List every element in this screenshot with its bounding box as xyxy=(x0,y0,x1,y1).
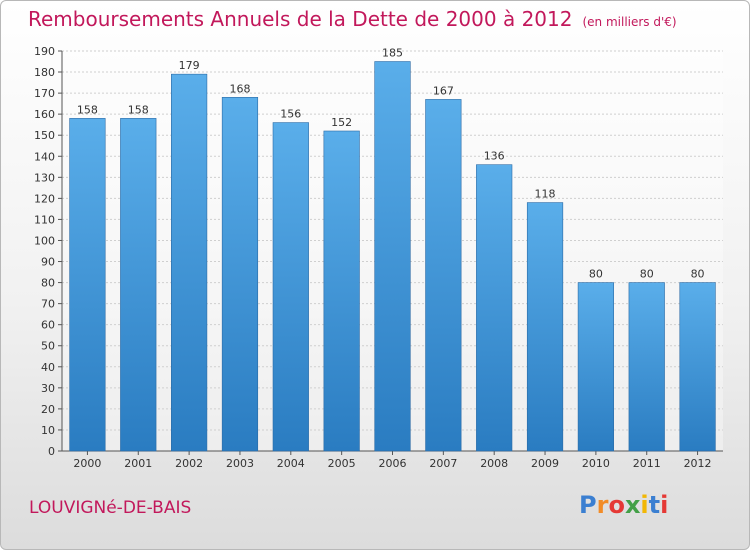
y-tick-label: 160 xyxy=(34,108,55,121)
chart-title: Remboursements Annuels de la Dette de 20… xyxy=(28,7,677,31)
x-tick-label-2000: 2000 xyxy=(73,457,101,470)
x-tick-label-2002: 2002 xyxy=(175,457,203,470)
y-tick-label: 80 xyxy=(41,277,55,290)
title-text: Remboursements Annuels de la Dette de 20… xyxy=(28,7,573,31)
logo-letter: x xyxy=(624,491,641,519)
bar-2000 xyxy=(69,118,106,452)
bar-2003 xyxy=(221,97,259,452)
y-tick-label: 30 xyxy=(41,382,55,395)
y-tick-label: 90 xyxy=(41,256,55,269)
data-label-2011: 80 xyxy=(640,268,654,281)
logo-letter: r xyxy=(596,491,609,519)
data-label-2012: 80 xyxy=(691,268,705,281)
data-label-2005: 152 xyxy=(331,116,352,129)
x-tick-label-2010: 2010 xyxy=(582,457,610,470)
bar-2001 xyxy=(120,118,157,452)
y-tick-label: 190 xyxy=(34,45,55,58)
logo-letter: o xyxy=(608,491,625,519)
y-tick-label: 20 xyxy=(41,403,55,416)
bars xyxy=(69,61,716,452)
bar-2007 xyxy=(425,99,462,452)
x-tick-label-2006: 2006 xyxy=(379,457,407,470)
y-tick-label: 180 xyxy=(34,66,55,79)
bar-2010 xyxy=(577,282,614,452)
x-tick-label-2005: 2005 xyxy=(328,457,356,470)
bar-2011 xyxy=(628,282,665,452)
logo-letter: i xyxy=(640,491,649,519)
data-label-2007: 167 xyxy=(433,84,454,97)
data-label-2000: 158 xyxy=(77,103,98,116)
y-tick-label: 0 xyxy=(48,445,55,458)
proxiti-logo: Proxiti xyxy=(579,491,668,519)
y-tick-label: 10 xyxy=(41,424,55,437)
bar-2006 xyxy=(374,61,411,452)
y-tick-label: 40 xyxy=(41,361,55,374)
chart-subtitle: (en milliers d'€) xyxy=(582,15,677,29)
bar-2005 xyxy=(323,130,360,452)
y-tick-label: 60 xyxy=(41,319,55,332)
y-tick-label: 110 xyxy=(34,213,55,226)
y-tick-label: 100 xyxy=(34,234,55,247)
bar-2009 xyxy=(526,202,564,452)
x-tick-label-2007: 2007 xyxy=(429,457,457,470)
data-label-2004: 156 xyxy=(280,108,301,121)
data-label-2003: 168 xyxy=(229,82,250,95)
data-label-2006: 185 xyxy=(382,47,403,60)
bar-2004 xyxy=(272,122,309,452)
bar-2008 xyxy=(476,164,513,452)
data-label-2009: 118 xyxy=(535,188,556,201)
y-tick-label: 150 xyxy=(34,129,55,142)
y-tick-label: 120 xyxy=(34,192,55,205)
y-tick-label: 50 xyxy=(41,340,55,353)
logo-letter: P xyxy=(579,491,597,519)
bar-2012 xyxy=(679,282,716,452)
x-tick-label-2011: 2011 xyxy=(633,457,661,470)
data-label-2010: 80 xyxy=(589,268,603,281)
x-tick-label-2001: 2001 xyxy=(124,457,152,470)
x-tick-label-2004: 2004 xyxy=(277,457,305,470)
logo-letter: i xyxy=(660,491,669,519)
axes: 0 10 20 30 40 50 60 70 80 90 100 110 120 130 140 150 160… xyxy=(34,45,723,470)
x-tick-label-2008: 2008 xyxy=(480,457,508,470)
logo-letter: t xyxy=(648,491,661,519)
x-tick-label-2009: 2009 xyxy=(531,457,559,470)
y-tick-label: 140 xyxy=(34,150,55,163)
y-tick-label: 170 xyxy=(34,87,55,100)
data-label-2008: 136 xyxy=(484,150,505,163)
data-labels: 158 158 179 168 156 152 185 167 136 118 80 80 80 xyxy=(77,47,705,281)
commune-name: LOUVIGNé-DE-BAIS xyxy=(29,498,192,518)
y-tick-label: 70 xyxy=(41,298,55,311)
data-label-2001: 158 xyxy=(128,103,149,116)
y-tick-label: 130 xyxy=(34,171,55,184)
bar-2002 xyxy=(171,73,208,452)
x-tick-label-2003: 2003 xyxy=(226,457,254,470)
data-label-2002: 179 xyxy=(179,59,200,72)
x-tick-label-2012: 2012 xyxy=(684,457,712,470)
